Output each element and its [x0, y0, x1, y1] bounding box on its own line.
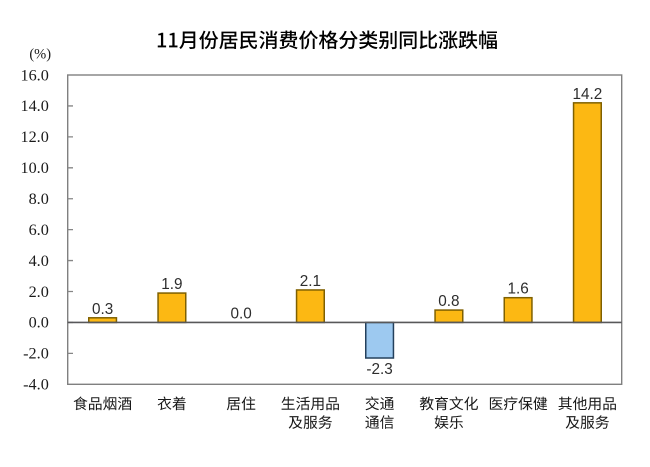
svg-text:14.0: 14.0	[20, 97, 48, 115]
svg-text:2.0: 2.0	[29, 283, 49, 301]
svg-text:0.0: 0.0	[29, 314, 49, 332]
svg-text:8.0: 8.0	[29, 190, 49, 208]
svg-text:14.2: 14.2	[573, 86, 603, 103]
svg-text:(%): (%)	[29, 46, 51, 62]
svg-text:10.0: 10.0	[20, 159, 48, 177]
svg-text:12.0: 12.0	[20, 128, 48, 146]
svg-text:1.6: 1.6	[507, 281, 528, 298]
svg-text:2.1: 2.1	[300, 273, 321, 290]
svg-text:0.0: 0.0	[230, 305, 251, 322]
svg-text:-4.0: -4.0	[23, 376, 49, 394]
svg-text:0.3: 0.3	[92, 301, 113, 318]
svg-text:-2.3: -2.3	[366, 361, 392, 378]
svg-text:1.9: 1.9	[161, 276, 182, 293]
svg-text:16.0: 16.0	[20, 66, 48, 84]
svg-text:4.0: 4.0	[29, 252, 49, 270]
svg-text:0.8: 0.8	[438, 293, 459, 310]
svg-text:-2.0: -2.0	[23, 345, 49, 363]
svg-text:6.0: 6.0	[29, 221, 49, 239]
